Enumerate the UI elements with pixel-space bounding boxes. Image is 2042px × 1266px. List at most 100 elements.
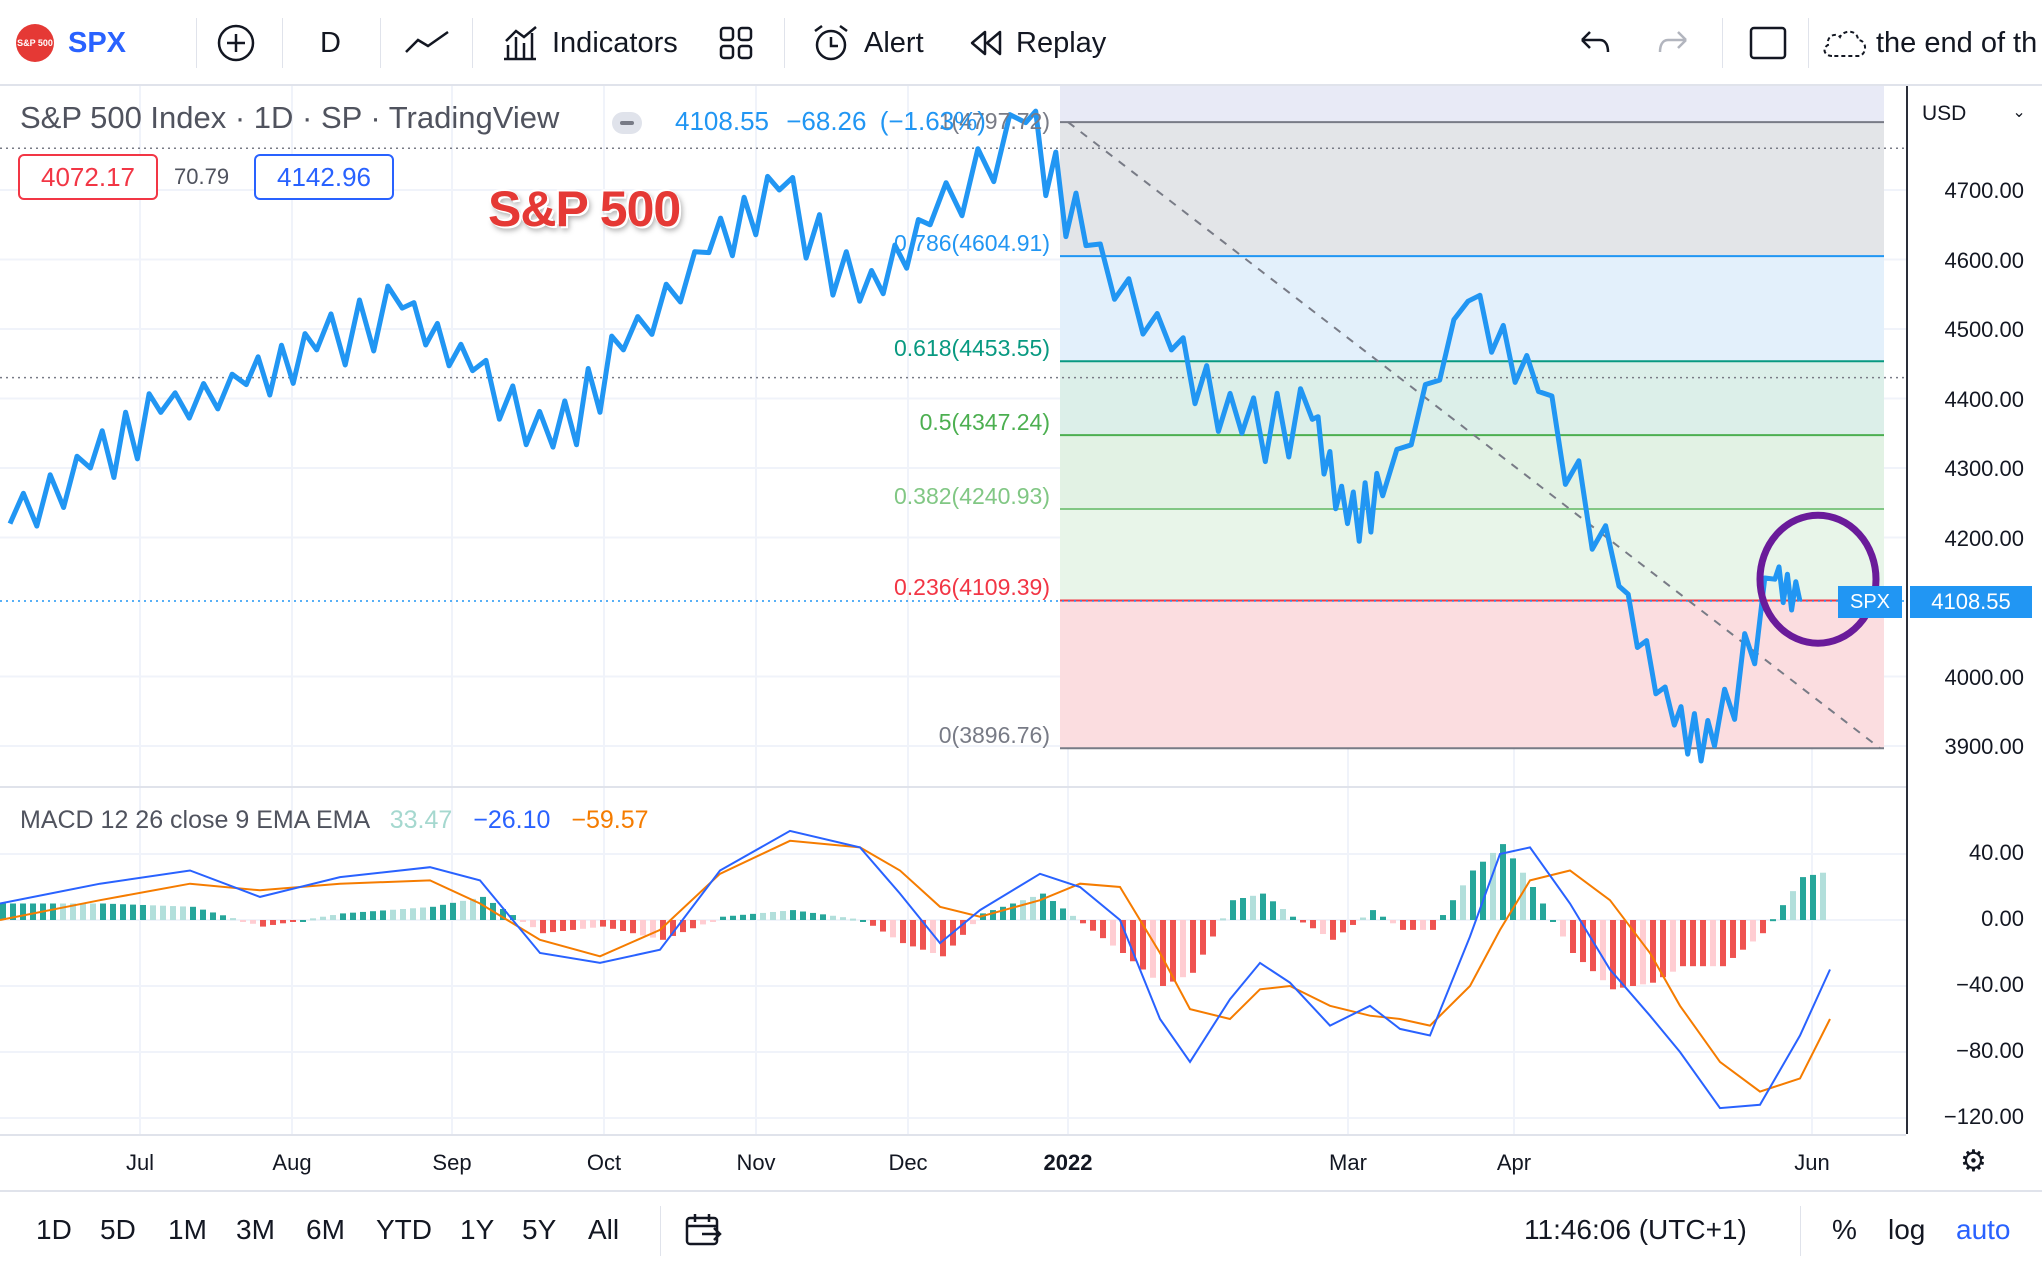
macd-histogram-bar [760, 912, 766, 920]
macd-histogram-bar [1530, 887, 1536, 920]
macd-histogram-bar [1160, 920, 1166, 986]
indicators-button[interactable]: Indicators [500, 0, 678, 86]
fib-level-label: 1(4797.72) [938, 108, 1050, 135]
chart-type-button[interactable] [404, 0, 450, 86]
macd-signal-line [0, 839, 1831, 1093]
price-axis-label: 4700.00 [1944, 178, 2024, 203]
macd-histogram-bar [890, 920, 896, 938]
macd-histogram-bar [1650, 920, 1656, 983]
range-button-3m[interactable]: 3M [236, 1214, 275, 1245]
chart-legend-title: S&P 500 Index · 1D · SP · TradingView [20, 100, 560, 135]
layouts-button[interactable] [718, 0, 754, 86]
legend-menu-icon[interactable] [612, 112, 642, 134]
macd-histogram-bar [1760, 920, 1766, 934]
sell-price-pill[interactable]: 4072.17 [18, 154, 158, 200]
macd-histogram-bar [20, 903, 26, 920]
legend-change-pct: (−1.63%) [879, 106, 986, 136]
buy-price-pill[interactable]: 4142.96 [254, 154, 394, 200]
settings-gear-icon[interactable]: ⚙ [1960, 1145, 1987, 1178]
macd-histogram-bar [1560, 920, 1566, 937]
macd-axis-label: 0.00 [1981, 906, 2024, 931]
fullscreen-button[interactable] [1748, 0, 1788, 86]
range-button-6m[interactable]: 6M [306, 1214, 345, 1245]
macd-histogram-bar [140, 904, 146, 920]
macd-histogram-bar [1580, 920, 1586, 963]
time-axis[interactable]: Jul Aug Sep Oct Nov Dec 2022 Mar Apr Jun [0, 1134, 1906, 1190]
macd-histogram-bar [380, 910, 386, 920]
macd-histogram-bar [420, 907, 426, 920]
macd-histogram-bar [440, 904, 446, 920]
currency-selector[interactable]: USD ⌄ [1922, 102, 2026, 126]
macd-histogram-bar [1810, 874, 1816, 920]
price-chart-pane[interactable] [0, 86, 1906, 786]
alert-button[interactable]: Alert [810, 0, 924, 86]
square-icon [1749, 26, 1787, 60]
fib-zone [1060, 122, 1884, 257]
macd-histogram-bar [910, 920, 916, 947]
undo-icon [1581, 31, 1610, 53]
macd-histogram-bar [1310, 920, 1316, 929]
macd-histogram-bar [230, 918, 236, 921]
symbol-label: SPX [68, 26, 127, 59]
macd-histogram-bar [560, 920, 566, 931]
time-axis-label: Nov [736, 1150, 776, 1175]
replay-button[interactable]: Replay [968, 0, 1106, 86]
macd-histogram-bar [1610, 920, 1616, 990]
macd-histogram-bar [900, 920, 906, 944]
macd-histogram-bar [1410, 920, 1416, 930]
symbol-selector[interactable]: S&P 500 SPX [16, 0, 126, 86]
time-axis-label: Sep [432, 1150, 472, 1175]
macd-histogram-bar [1570, 920, 1576, 953]
range-button-5y[interactable]: 5Y [522, 1214, 557, 1245]
macd-histogram-bar [410, 908, 416, 920]
fib-zone [1060, 86, 1884, 123]
macd-histogram-bar [1070, 915, 1076, 920]
time-axis-label: 2022 [1043, 1150, 1093, 1175]
macd-histogram-bar [1790, 891, 1796, 920]
macd-histogram-bar [1430, 920, 1436, 930]
macd-histogram-bar [730, 915, 736, 920]
compare-button[interactable] [216, 0, 256, 86]
macd-histogram-bar [1290, 916, 1296, 920]
log-scale-toggle[interactable]: log [1888, 1214, 1926, 1245]
macd-histogram-bar [1710, 920, 1716, 967]
macd-histogram-bar [840, 917, 846, 920]
macd-histogram-bar [0, 903, 6, 920]
fib-zone [1060, 435, 1884, 510]
macd-histogram-bar [700, 920, 706, 925]
undo-button[interactable] [1578, 0, 1612, 86]
clock-display[interactable]: 11:46:06 (UTC+1) [1524, 1214, 1747, 1245]
macd-pane[interactable] [0, 786, 1906, 1134]
macd-histogram-bar [70, 903, 76, 920]
percent-scale-toggle[interactable]: % [1832, 1214, 1857, 1245]
macd-histogram-bar [1630, 920, 1636, 986]
redo-button[interactable] [1656, 0, 1690, 86]
macd-histogram-bar [600, 920, 606, 927]
layout-name-label: the end of th [1876, 26, 2038, 59]
range-button-ytd[interactable]: YTD [376, 1214, 432, 1245]
macd-histogram-bar [350, 912, 356, 920]
goto-date-button[interactable] [684, 1192, 724, 1266]
layout-name-button[interactable]: the end of th [1820, 0, 2037, 86]
macd-chart-svg [0, 788, 1906, 1134]
macd-histogram-bar [750, 913, 756, 920]
interval-selector[interactable]: D [320, 26, 341, 59]
range-button-1m[interactable]: 1M [168, 1214, 207, 1245]
price-axis-label: 3900.00 [1944, 734, 2024, 759]
macd-histogram-bar [710, 920, 716, 922]
range-button-1d[interactable]: 1D [36, 1214, 72, 1245]
macd-histogram-bar [100, 903, 106, 920]
macd-histogram-bar [1740, 920, 1746, 950]
macd-histogram-bar [1140, 920, 1146, 970]
price-axis-label: 4500.00 [1944, 317, 2024, 342]
auto-scale-toggle[interactable]: auto [1956, 1214, 2011, 1245]
range-button-all[interactable]: All [588, 1214, 620, 1245]
macd-label: MACD 12 26 close 9 EMA EMA [20, 806, 369, 834]
range-button-5d[interactable]: 5D [100, 1214, 136, 1245]
macd-histogram-bar [1330, 920, 1336, 940]
macd-histogram-bar [1040, 893, 1046, 920]
macd-histogram-bar [1500, 844, 1506, 920]
macd-histogram-bar [1370, 910, 1376, 920]
macd-histogram-bar [500, 909, 506, 920]
range-button-1y[interactable]: 1Y [460, 1214, 495, 1245]
